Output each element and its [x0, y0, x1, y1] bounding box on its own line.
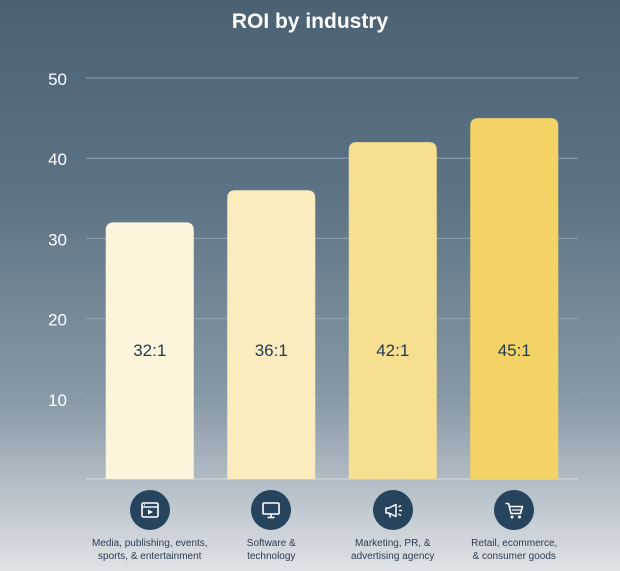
y-tick-label: 40	[48, 150, 67, 169]
bar-data-label: 45:1	[498, 341, 531, 360]
x-category-label: Software & technology	[246, 538, 296, 562]
video-player-icon	[129, 490, 170, 530]
bar	[348, 142, 437, 479]
x-category-label: Media, publishing, events, sports, & ent…	[91, 538, 208, 562]
bar	[470, 118, 559, 479]
x-category-label: Retail, ecommerce, & consumer goods	[471, 538, 558, 562]
y-tick-label: 20	[48, 311, 67, 330]
y-tick-label: 50	[48, 70, 67, 89]
bar-data-label: 32:1	[133, 341, 166, 360]
monitor-icon	[251, 490, 292, 530]
bar-data-label: 42:1	[376, 341, 409, 360]
chart-title: ROI by industry	[231, 10, 389, 33]
y-tick-label: 30	[48, 230, 67, 249]
y-tick-label: 10	[48, 391, 67, 410]
megaphone-icon	[372, 490, 413, 530]
x-category-label: Marketing, PR, & advertising agency	[351, 538, 435, 562]
bar	[105, 222, 194, 480]
bar-data-label: 36:1	[255, 341, 288, 360]
shopping-cart-icon	[494, 490, 535, 530]
bar	[227, 190, 316, 479]
